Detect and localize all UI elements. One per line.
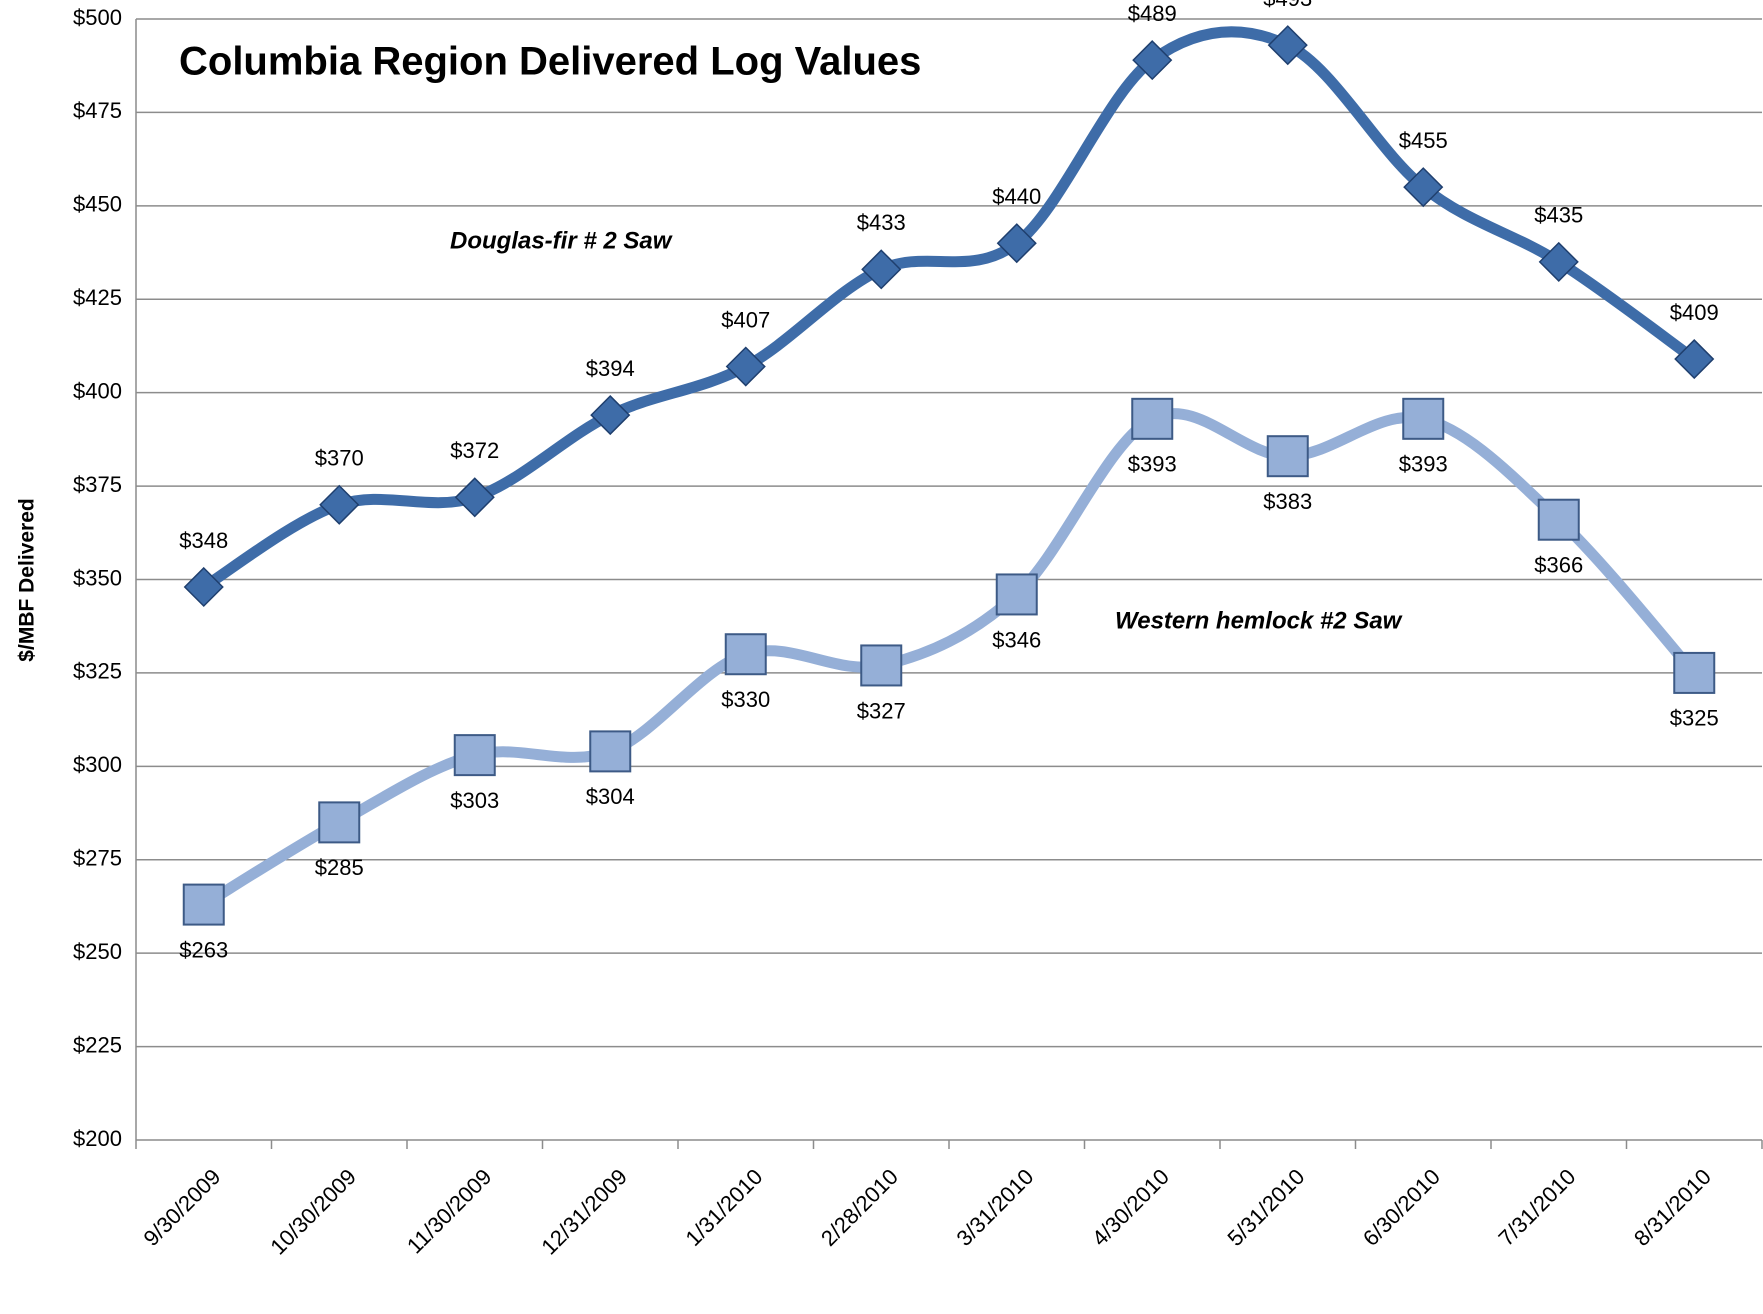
- marker: [182, 883, 225, 926]
- marker: [995, 573, 1038, 616]
- x-tick-label: 5/31/2010: [1223, 1164, 1310, 1251]
- x-tick-label: 9/30/2009: [139, 1164, 226, 1251]
- y-axis-title: $/MBF Delivered: [16, 498, 39, 661]
- data-label: $435: [1534, 203, 1583, 228]
- marker: [453, 734, 496, 777]
- data-label: $348: [179, 528, 228, 553]
- data-label: $383: [1263, 489, 1312, 514]
- marker: [319, 484, 360, 525]
- data-label: $372: [450, 438, 499, 463]
- marker: [454, 477, 495, 518]
- data-label: $325: [1670, 706, 1719, 731]
- y-tick-label: $300: [73, 752, 122, 777]
- x-tick-label: 12/31/2009: [536, 1164, 632, 1260]
- data-label: $346: [992, 627, 1041, 652]
- marker: [1266, 435, 1309, 478]
- data-label: $394: [586, 356, 635, 381]
- y-tick-label: $200: [73, 1126, 122, 1151]
- data-label: $440: [992, 184, 1041, 209]
- data-label: $433: [857, 210, 906, 235]
- data-label: $407: [721, 307, 770, 332]
- y-tick-label: $425: [73, 285, 122, 310]
- marker: [860, 644, 903, 687]
- data-label: $455: [1399, 128, 1448, 153]
- y-tick-label: $225: [73, 1032, 122, 1057]
- marker: [1538, 241, 1579, 282]
- y-tick-label: $450: [73, 192, 122, 217]
- marker: [1132, 40, 1173, 81]
- marker: [1403, 167, 1444, 208]
- x-tick-label: 1/31/2010: [681, 1164, 768, 1251]
- marker: [590, 395, 631, 436]
- data-label: $489: [1128, 1, 1177, 26]
- data-label: $304: [586, 784, 635, 809]
- marker: [1537, 498, 1580, 541]
- marker: [725, 346, 766, 387]
- marker: [1267, 25, 1308, 66]
- x-tick-label: 2/28/2010: [816, 1164, 903, 1251]
- marker: [589, 730, 632, 773]
- series-name: Western hemlock #2 Saw: [1115, 607, 1403, 634]
- data-label: $393: [1399, 452, 1448, 477]
- data-label: $285: [315, 855, 364, 880]
- y-tick-label: $250: [73, 939, 122, 964]
- marker: [724, 633, 767, 676]
- series-line: [198, 26, 1700, 593]
- data-label: $409: [1670, 300, 1719, 325]
- x-tick-label: 10/30/2009: [265, 1164, 361, 1260]
- marker: [1674, 338, 1715, 380]
- marker: [861, 249, 902, 290]
- data-label: $493: [1263, 0, 1312, 11]
- data-label: $263: [179, 937, 228, 962]
- x-tick-label: 7/31/2010: [1494, 1164, 1581, 1251]
- y-tick-label: $325: [73, 659, 122, 684]
- x-tick-label: 3/31/2010: [952, 1164, 1039, 1251]
- series-name: Douglas-fir # 2 Saw: [450, 227, 673, 254]
- marker: [1673, 651, 1716, 694]
- y-tick-label: $500: [73, 5, 122, 30]
- series-line: [198, 408, 1700, 911]
- y-tick-label: $400: [73, 378, 122, 403]
- data-label: $366: [1534, 553, 1583, 578]
- marker: [1402, 397, 1445, 440]
- marker: [1131, 397, 1174, 440]
- marker: [318, 801, 361, 844]
- chart-title: Columbia Region Delivered Log Values: [179, 40, 921, 84]
- data-label: $303: [450, 788, 499, 813]
- x-tick-label: 8/31/2010: [1629, 1164, 1716, 1251]
- y-tick-label: $475: [73, 98, 122, 123]
- data-label: $330: [721, 687, 770, 712]
- data-label: $370: [315, 446, 364, 471]
- data-label: $393: [1128, 452, 1177, 477]
- x-tick-label: 4/30/2010: [1087, 1164, 1174, 1251]
- x-tick-label: 11/30/2009: [402, 1164, 496, 1258]
- y-tick-label: $375: [73, 472, 122, 497]
- y-tick-label: $350: [73, 565, 122, 590]
- marker: [996, 223, 1037, 264]
- data-label: $327: [857, 698, 906, 723]
- y-tick-label: $275: [73, 846, 122, 871]
- marker: [183, 566, 224, 608]
- x-tick-label: 6/30/2010: [1358, 1164, 1445, 1251]
